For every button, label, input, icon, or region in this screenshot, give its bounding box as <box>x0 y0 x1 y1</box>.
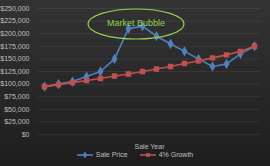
svg-text:$0: $0 <box>22 131 30 138</box>
html-text:Sale Price: Sale Price <box>95 151 128 158</box>
svg-text:$225,000: $225,000 <box>0 17 29 24</box>
svg-text:$50,000: $50,000 <box>4 106 29 113</box>
svg-text:$100,000: $100,000 <box>0 80 29 87</box>
svg-text:$75,000: $75,000 <box>4 93 29 100</box>
svg-text:$175,000: $175,000 <box>0 43 29 50</box>
svg-text:$25,000: $25,000 <box>4 118 29 125</box>
svg-text:$150,000: $150,000 <box>0 55 29 62</box>
svg-text:$200,000: $200,000 <box>0 30 29 37</box>
html-text:4% Growth: 4% Growth <box>158 151 194 158</box>
svg-text:Sale Year: Sale Year <box>135 143 166 150</box>
svg-text:Market Bubble: Market Bubble <box>107 18 165 28</box>
svg-text:$250,000: $250,000 <box>0 5 29 12</box>
svg-text:$125,000: $125,000 <box>0 68 29 75</box>
